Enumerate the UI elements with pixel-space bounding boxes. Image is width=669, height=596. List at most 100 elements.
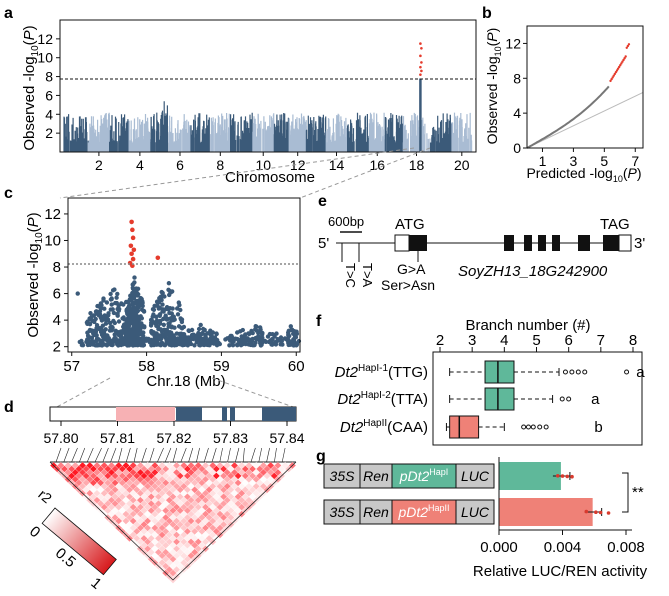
- regional-y-label: Observed -log10(P): [25, 212, 45, 337]
- panel-a: a 2 4 6 8 10 12 2 4 6 8 10 12 14 16 18 20 Observed -lo…: [4, 5, 477, 186]
- gene-track-block-pink: [116, 407, 175, 421]
- qq-sig-point: [616, 67, 620, 70]
- panel-a-label: a: [4, 5, 13, 22]
- construct-1: 35S Ren pDt2HapI LUC: [323, 463, 495, 489]
- luc-x-tick-label: 0.004: [544, 539, 582, 556]
- qq-sig-point: [609, 79, 612, 83]
- construct-ren-box: [359, 499, 393, 525]
- manhattan-chr-3-points: [109, 114, 129, 152]
- qq-sig-point: [614, 70, 618, 74]
- utr3-box: [618, 234, 632, 252]
- qq-sig-point: [612, 74, 615, 77]
- qq-sig-point: [625, 46, 628, 49]
- branch-box: [449, 415, 480, 439]
- regional-y-tick-label: 2: [53, 339, 61, 356]
- qq-y-tick-label: 0: [513, 140, 521, 156]
- five-prime-label: 5': [318, 235, 329, 252]
- branch-row-code: (CAA): [387, 419, 428, 436]
- branch-x-tick-label: 7: [597, 332, 605, 349]
- luc-bar-group-2: [499, 498, 611, 526]
- construct-promoter-box: [391, 499, 457, 525]
- qq-x-tick-label: 1: [539, 153, 547, 169]
- manhattan-chr-12-points: [288, 113, 307, 152]
- qq-sig-point: [619, 64, 622, 67]
- branch-row-2: Dt2HapI-2(TTA) a: [337, 387, 600, 411]
- exon-8: [613, 235, 619, 251]
- construct-promoter-name: pDt2: [399, 468, 430, 484]
- luc-x-tick-label: 0.008: [607, 539, 645, 556]
- regional-sig-point: [130, 256, 136, 262]
- tag-label: TAG: [600, 216, 630, 233]
- branch-outlier: [569, 369, 575, 375]
- manhattan-chr-18-points: [402, 112, 431, 152]
- panel-c-label: c: [4, 185, 13, 202]
- construct-35s-box: [323, 463, 361, 489]
- manhattan-chr-1-points: [63, 114, 89, 152]
- variant-3-label: G>A: [397, 261, 426, 277]
- regional-frame: [67, 197, 301, 353]
- panel-e-label: e: [318, 193, 327, 210]
- regional-x-tick-label: 59: [213, 358, 230, 375]
- branch-outlier: [624, 369, 630, 375]
- zoom-line-right: [299, 147, 431, 199]
- branch-x-tick-label: 5: [532, 332, 540, 349]
- exon-5: [552, 235, 560, 251]
- manhattan-y-tick-label: 12: [37, 31, 53, 47]
- manhattan-chr-9-points: [230, 112, 253, 152]
- qq-y-axis: 0 4 8 12: [505, 35, 527, 156]
- qq-sig-point: [626, 44, 630, 48]
- manhattan-sig-point: [419, 73, 422, 76]
- exon-6: [578, 235, 590, 251]
- regional-x-axis: 57 58 59 60: [63, 352, 305, 375]
- manhattan-chr-17-points: [384, 113, 404, 152]
- branch-row-code: (TTA): [391, 391, 428, 408]
- branch-outlier: [566, 396, 572, 402]
- qq-x-tick-label: 7: [631, 153, 639, 169]
- gene-track-block-1: [176, 407, 202, 421]
- luc-replicate-dot: [570, 474, 574, 479]
- manhattan-y-tick-label: 4: [45, 106, 53, 122]
- branch-row-label: Dt2HapII(CAA): [340, 418, 428, 436]
- ld-heatmap: [49, 447, 297, 584]
- construct-promoter-box: [391, 463, 457, 489]
- construct-promoter-label: pDt2HapII: [397, 503, 449, 520]
- regional-y-tick-label: 6: [53, 286, 61, 303]
- significance-label: **: [632, 484, 644, 501]
- regional-sig-point: [129, 251, 134, 257]
- manhattan-points: [63, 42, 473, 152]
- branch-x-axis: 2 3 4 5 6 7 8: [436, 332, 637, 352]
- luc-replicate-dot: [606, 511, 611, 515]
- manhattan-chr-2-points: [87, 112, 110, 152]
- manhattan-y-axis: 2 4 6 8 10 12: [37, 31, 60, 141]
- regional-snp-point: [75, 291, 80, 296]
- manhattan-chr-11-points: [273, 113, 290, 152]
- branch-title: Branch number (#): [465, 317, 590, 334]
- qq-sig-point: [624, 55, 627, 58]
- branch-row-gene: Dt2: [337, 391, 361, 408]
- branch-outlier: [530, 424, 536, 430]
- branch-row-label: Dt2HapI-1(TTG): [335, 363, 428, 381]
- regional-sig-point: [129, 219, 134, 225]
- scale-label: 600bp: [328, 214, 364, 229]
- branch-row-hap: HapII: [363, 418, 387, 429]
- manhattan-chr-13-points: [305, 114, 327, 152]
- manhattan-sig-point: [420, 61, 423, 64]
- regional-sig-point: [128, 243, 134, 249]
- branch-x-tick-label: 2: [436, 332, 444, 349]
- construct-ren-label: Ren: [363, 468, 389, 484]
- qq-x-axis: 1 3 5 7: [539, 148, 639, 169]
- ld-legend-title-group: r2: [35, 486, 55, 506]
- significance-bracket: [622, 472, 629, 513]
- manhattan-chr-15-points: [347, 112, 370, 152]
- manhattan-y-label: Observed -log10(P): [21, 25, 41, 150]
- ld-axis-tick-label: 57.82: [156, 430, 191, 446]
- aa-change-label: Ser>Asn: [381, 277, 435, 293]
- luc-replicate-dot: [560, 474, 565, 478]
- manhattan-sig-point: [419, 65, 422, 69]
- qq-sig-point: [622, 58, 625, 62]
- luc-replicate-dot: [584, 509, 589, 514]
- construct-luc-label: LUC: [461, 468, 490, 484]
- manhattan-chr-16-points: [368, 112, 386, 152]
